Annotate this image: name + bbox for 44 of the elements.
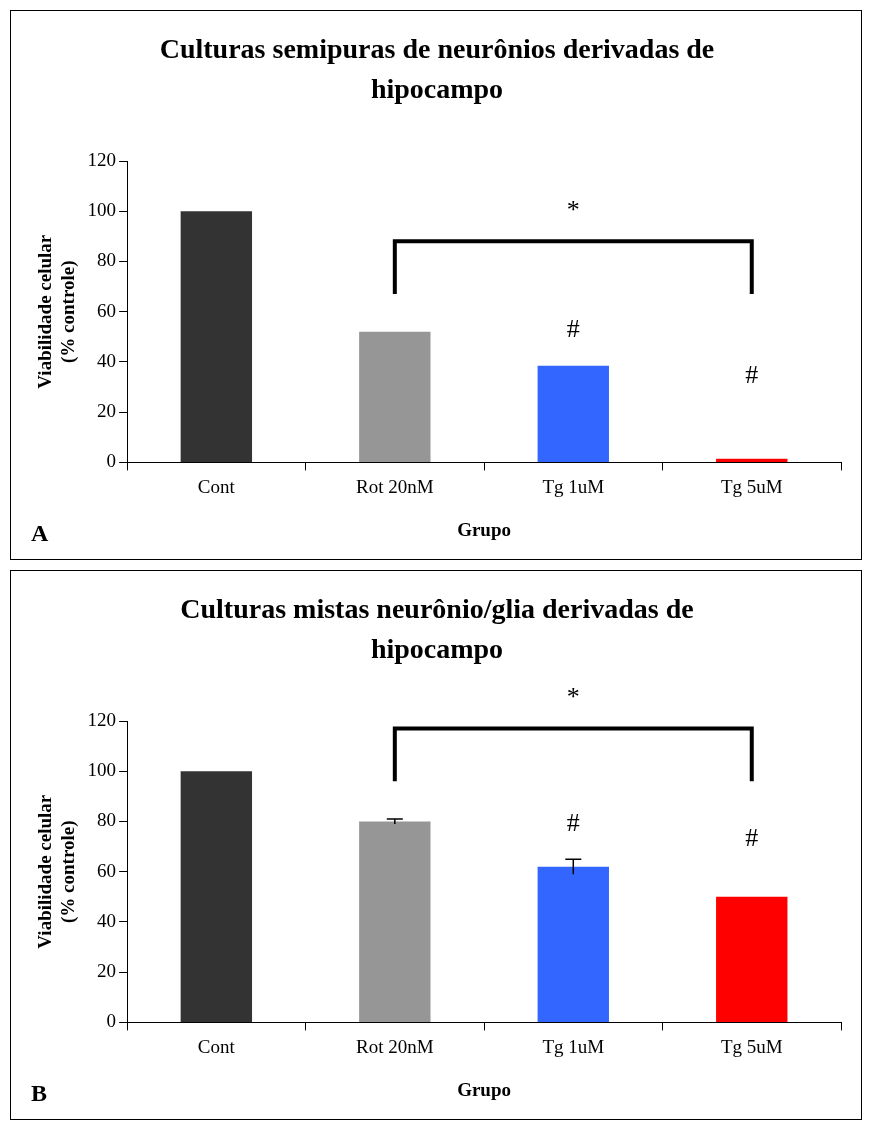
y-axis-title: Viabilidade celular (% controle) [34, 234, 80, 389]
text: * [566, 682, 580, 712]
bar [180, 771, 253, 1022]
bar [716, 896, 788, 1022]
annotation: * [566, 195, 580, 225]
text: B [31, 1080, 48, 1107]
chart-title: Culturas mistas neurônio/glia derivadas de hipocampo [179, 592, 695, 666]
bar [359, 331, 431, 462]
x-axis-title: Grupo [457, 518, 511, 540]
y-axis-title: Viabilidade celular (% controle) [34, 794, 80, 949]
y-tick-label: 20 [97, 960, 117, 982]
chart-title: Culturas semipuras de neurônios derivadas de hipocampo [158, 32, 716, 106]
y-tick-label: 120 [87, 148, 117, 170]
x-axis-title: Grupo [457, 1078, 511, 1100]
x-tick-label: Rot 20nM [356, 1035, 434, 1057]
x-tick-label: Tg 1uM [542, 1035, 605, 1057]
y-tick-label: 40 [97, 349, 117, 371]
y-tick-label: 80 [97, 809, 117, 831]
annotation: # [566, 313, 580, 343]
y-tick-label: 100 [87, 759, 117, 781]
y-tick-label: 120 [87, 708, 117, 730]
annotation: # [745, 822, 759, 852]
x-tick-label: Tg 1uM [542, 475, 605, 497]
bar [180, 211, 253, 462]
bar [359, 821, 431, 1022]
bar [537, 365, 609, 462]
x-tick-label: Cont [197, 1035, 236, 1057]
y-tick-label: 80 [97, 249, 117, 271]
y-tick-label: 20 [97, 400, 117, 422]
y-tick-label: 60 [97, 299, 117, 321]
y-tick-label: 100 [87, 199, 117, 221]
annotation: # [745, 360, 759, 390]
bar [537, 866, 609, 1022]
x-tick-label: Cont [197, 475, 236, 497]
y-tick-label: 0 [106, 450, 117, 472]
text: A [31, 520, 49, 547]
x-tick-label: Rot 20nM [356, 475, 434, 497]
x-tick-label: Tg 5uM [720, 475, 783, 497]
y-tick-label: 60 [97, 859, 117, 881]
bar [716, 458, 788, 462]
y-tick-label: 0 [106, 1010, 117, 1032]
x-tick-label: Tg 5uM [720, 1035, 783, 1057]
annotation: # [566, 807, 580, 837]
y-tick-label: 40 [97, 909, 117, 931]
